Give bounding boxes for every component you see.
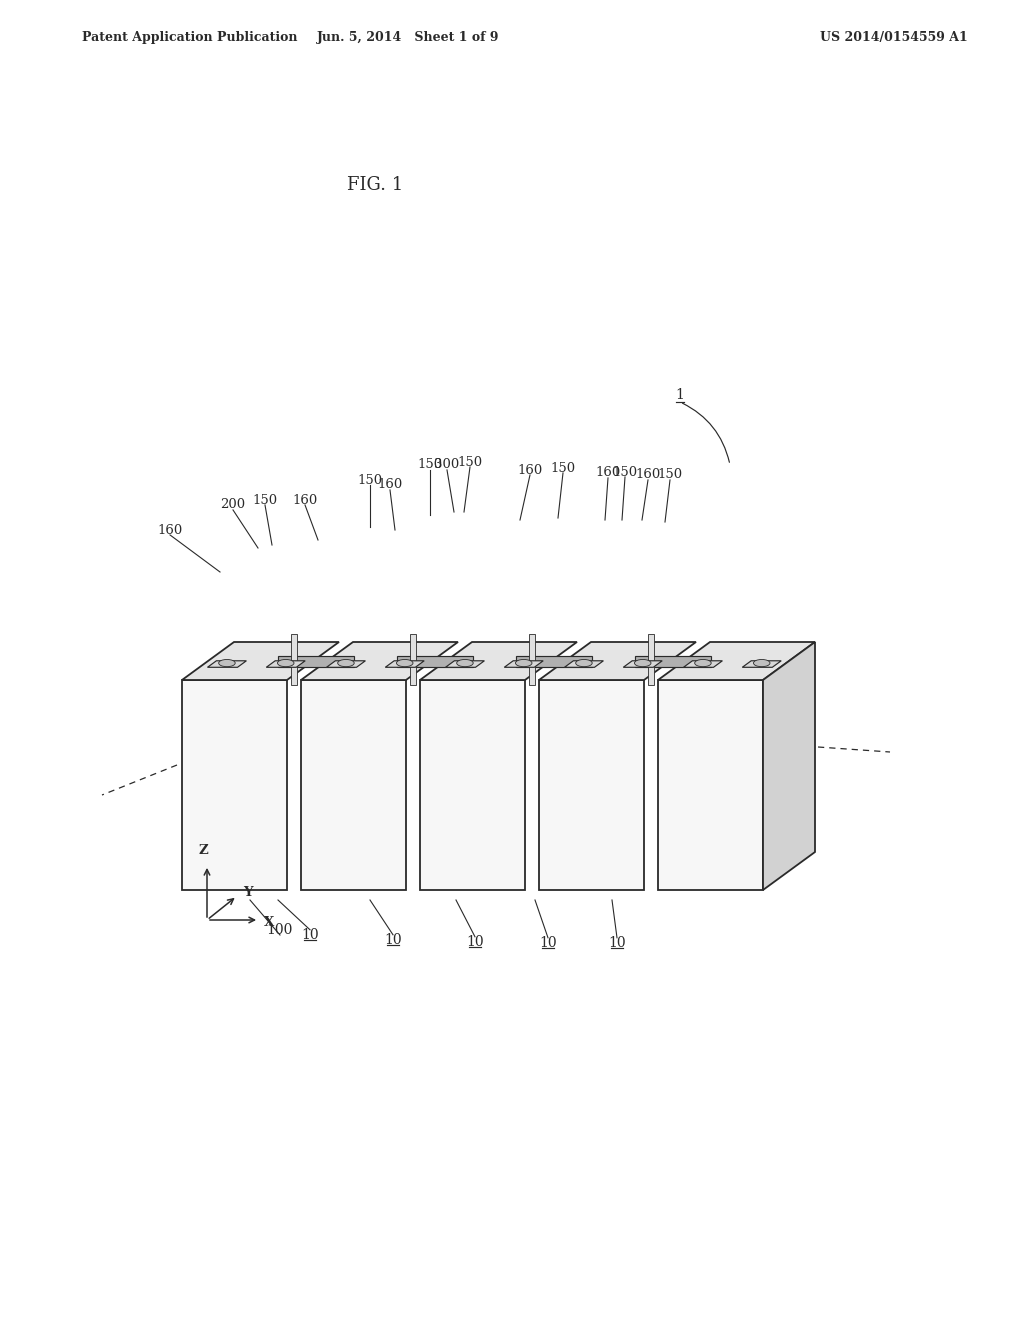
Ellipse shape <box>219 660 236 667</box>
Text: 160: 160 <box>378 479 402 491</box>
Text: 100: 100 <box>267 923 293 937</box>
Text: Y: Y <box>243 886 253 899</box>
Polygon shape <box>635 656 711 667</box>
Text: 160: 160 <box>595 466 621 479</box>
Polygon shape <box>648 634 654 685</box>
Polygon shape <box>539 642 696 680</box>
Polygon shape <box>658 642 815 680</box>
Text: 160: 160 <box>635 469 660 482</box>
Text: 160: 160 <box>293 494 317 507</box>
Ellipse shape <box>575 660 592 667</box>
Text: 10: 10 <box>608 936 626 950</box>
FancyArrowPatch shape <box>683 403 729 462</box>
Polygon shape <box>763 642 815 890</box>
Polygon shape <box>301 680 406 890</box>
Polygon shape <box>516 656 592 667</box>
Text: 150: 150 <box>418 458 442 471</box>
Text: X: X <box>264 916 274 928</box>
Text: FIG. 1: FIG. 1 <box>347 176 403 194</box>
Text: 1: 1 <box>676 388 684 403</box>
Polygon shape <box>420 680 525 890</box>
Text: 10: 10 <box>301 928 318 942</box>
Polygon shape <box>539 680 644 890</box>
Text: Jun. 5, 2014   Sheet 1 of 9: Jun. 5, 2014 Sheet 1 of 9 <box>316 30 500 44</box>
Text: 200: 200 <box>220 499 246 511</box>
Text: 150: 150 <box>357 474 383 487</box>
Ellipse shape <box>457 660 473 667</box>
Polygon shape <box>564 661 603 668</box>
Polygon shape <box>420 642 577 680</box>
Polygon shape <box>291 634 297 685</box>
Text: 150: 150 <box>612 466 638 479</box>
Polygon shape <box>396 656 473 667</box>
Polygon shape <box>658 680 763 890</box>
Text: 10: 10 <box>384 933 401 946</box>
Ellipse shape <box>515 660 532 667</box>
Polygon shape <box>410 634 416 685</box>
Text: Z: Z <box>198 843 208 857</box>
Polygon shape <box>301 642 458 680</box>
Text: 300: 300 <box>434 458 460 471</box>
Ellipse shape <box>338 660 354 667</box>
Text: 150: 150 <box>253 494 278 507</box>
Text: 150: 150 <box>657 469 683 482</box>
Ellipse shape <box>694 660 712 667</box>
Polygon shape <box>624 661 663 668</box>
Text: 10: 10 <box>466 935 483 949</box>
Text: US 2014/0154559 A1: US 2014/0154559 A1 <box>820 30 968 44</box>
Polygon shape <box>385 661 424 668</box>
Polygon shape <box>529 634 535 685</box>
Text: 150: 150 <box>551 462 575 474</box>
Ellipse shape <box>754 660 770 667</box>
Polygon shape <box>445 661 484 668</box>
Polygon shape <box>327 661 366 668</box>
Ellipse shape <box>278 660 294 667</box>
Ellipse shape <box>396 660 413 667</box>
Polygon shape <box>742 661 781 668</box>
Polygon shape <box>182 680 287 890</box>
Polygon shape <box>208 661 247 668</box>
Polygon shape <box>504 661 543 668</box>
Text: 160: 160 <box>517 463 543 477</box>
Text: 150: 150 <box>458 455 482 469</box>
Polygon shape <box>266 661 305 668</box>
Polygon shape <box>683 661 722 668</box>
Polygon shape <box>182 642 339 680</box>
Polygon shape <box>278 656 354 667</box>
Text: Patent Application Publication: Patent Application Publication <box>82 30 298 44</box>
Text: 160: 160 <box>158 524 182 536</box>
Ellipse shape <box>635 660 651 667</box>
Text: 10: 10 <box>540 936 557 950</box>
